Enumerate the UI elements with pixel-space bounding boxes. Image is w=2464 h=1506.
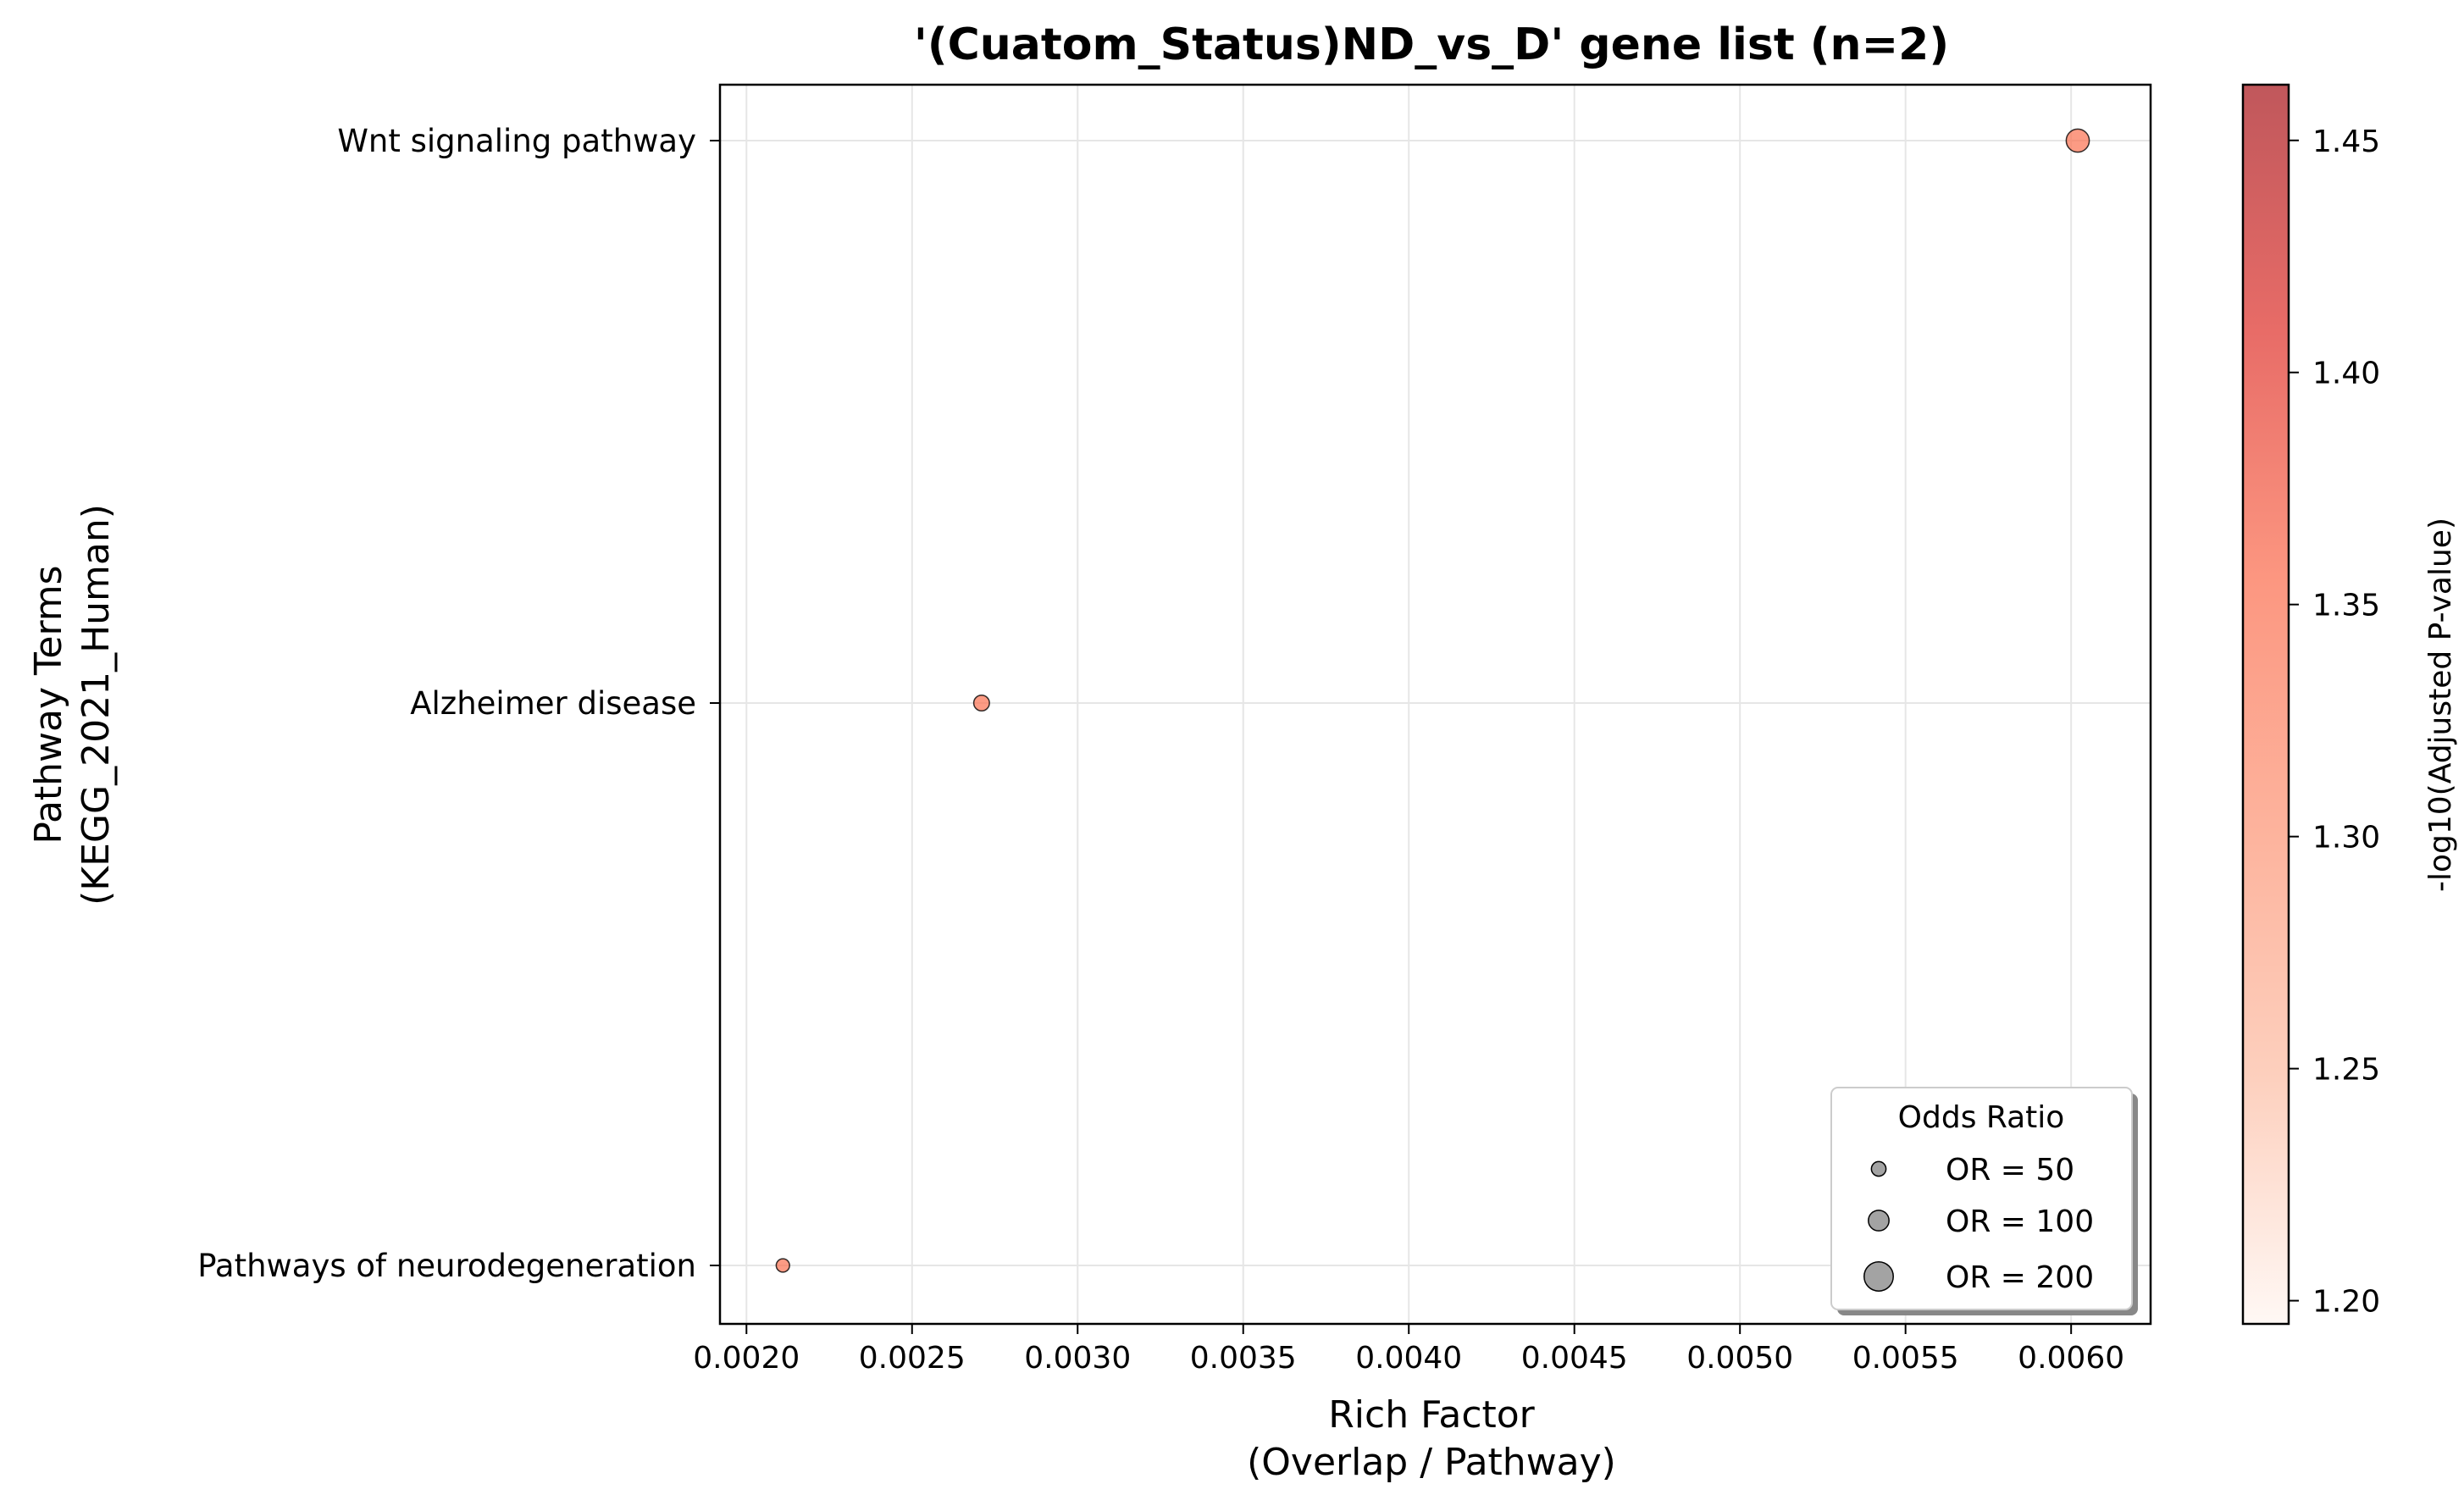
legend-label: OR = 100 xyxy=(1946,1204,2094,1239)
x-tick-label: 0.0040 xyxy=(1355,1341,1462,1376)
colorbar-tick-label: 1.25 xyxy=(2312,1053,2380,1088)
legend-title: Odds Ratio xyxy=(1898,1100,2065,1135)
legend-marker xyxy=(1863,1261,1894,1292)
x-tick-label: 0.0025 xyxy=(859,1341,966,1376)
x-tick-label: 0.0030 xyxy=(1024,1341,1131,1376)
legend-entries: OR = 50 OR = 100 OR = 200 xyxy=(1863,1153,2094,1295)
legend-box xyxy=(1830,1087,2133,1310)
colorbar-tick-label: 1.40 xyxy=(2312,357,2380,391)
x-tick-label: 0.0050 xyxy=(1686,1341,1793,1376)
data-point xyxy=(2065,128,2090,153)
colorbar-gradient xyxy=(2241,83,2290,1326)
y-axis-label: Pathway Terms xyxy=(27,565,70,844)
y-axis-sublabel: (KEGG_2021_Human) xyxy=(75,504,118,905)
x-tick-label: 0.0035 xyxy=(1190,1341,1297,1376)
legend-marker xyxy=(1868,1210,1890,1232)
colorbar-ticks: 1.20 1.25 1.30 1.35 1.40 1.45 xyxy=(2289,125,2380,1320)
legend-marker xyxy=(1870,1160,1887,1177)
colorbar-label: -log10(Adjusted P-value) xyxy=(2423,518,2458,892)
colorbar-tick-label: 1.45 xyxy=(2312,125,2380,159)
y-tick-label: Alzheimer disease xyxy=(410,685,696,722)
y-tick-label: Wnt signaling pathway xyxy=(337,123,696,159)
chart-title: '(Cuatom_Status)ND_vs_D' gene list (n=2) xyxy=(914,19,1949,70)
x-axis-label: Rich Factor xyxy=(1328,1393,1535,1437)
data-point xyxy=(775,1258,790,1273)
odds-ratio-legend: Odds Ratio OR = 50 OR = 100 OR = 200 xyxy=(1830,1087,2133,1310)
colorbar-tick-label: 1.20 xyxy=(2312,1285,2380,1320)
data-points xyxy=(775,128,2090,1273)
legend-label: OR = 200 xyxy=(1946,1260,2094,1295)
data-point xyxy=(972,694,990,712)
plot-frame xyxy=(718,83,2152,1326)
y-tick-label: Pathways of neurodegeneration xyxy=(197,1248,696,1284)
colorbar: 1.20 1.25 1.30 1.35 1.40 1.45 -log10(Adjusted… xyxy=(2241,83,2458,1326)
x-axis-sublabel: (Overlap / Pathway) xyxy=(1247,1441,1616,1484)
colorbar-tick-label: 1.30 xyxy=(2312,821,2380,855)
legend-label: OR = 50 xyxy=(1946,1153,2074,1188)
x-tick-label: 0.0055 xyxy=(1852,1341,1959,1376)
x-tick-label: 0.0060 xyxy=(2018,1341,2124,1376)
colorbar-tick-label: 1.35 xyxy=(2312,589,2380,623)
x-tick-label: 0.0045 xyxy=(1521,1341,1628,1376)
y-axis-ticks: Wnt signaling pathway Alzheimer disease Pa… xyxy=(197,123,720,1284)
x-axis-ticks: 0.0020 0.0025 0.0030 0.0035 0.0040 0.0045 0.00… xyxy=(693,1324,2124,1376)
grid-lines xyxy=(720,85,2151,1324)
x-tick-label: 0.0020 xyxy=(693,1341,800,1376)
